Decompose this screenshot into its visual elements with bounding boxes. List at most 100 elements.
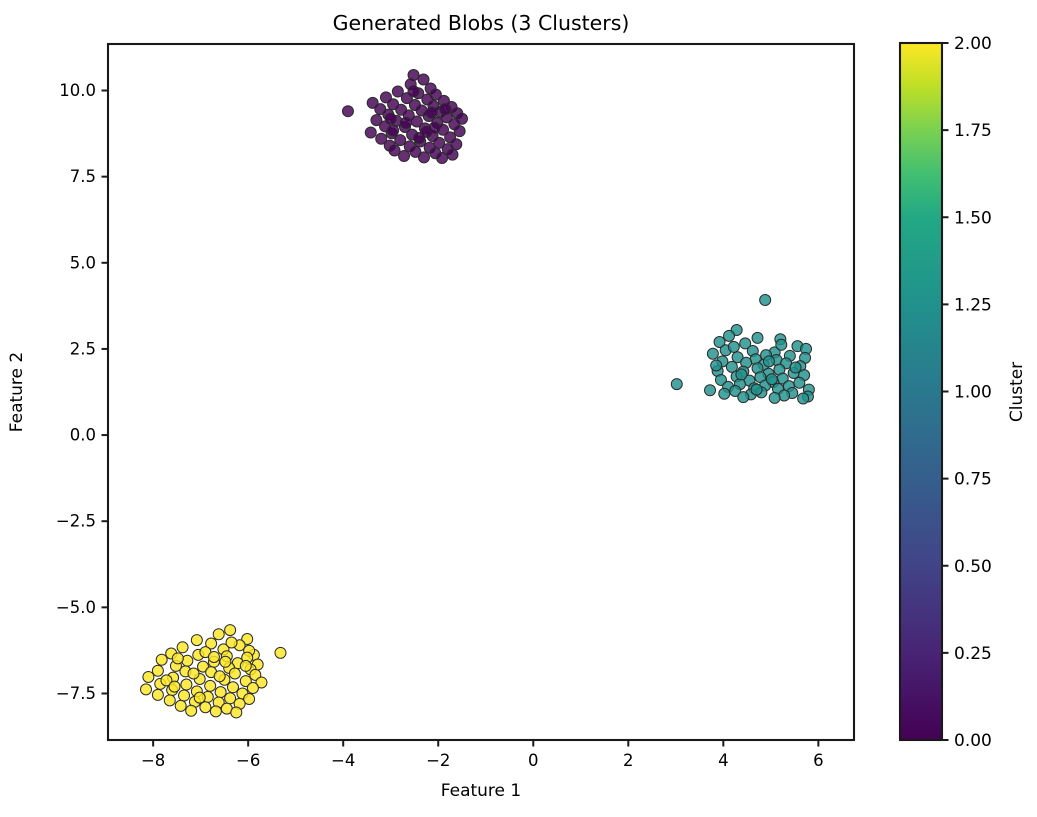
scatter-point — [151, 688, 164, 701]
y-tick-label: 10.0 — [59, 81, 96, 100]
scatter-point — [226, 681, 239, 694]
scatter-point — [713, 336, 726, 349]
x-tick-label: 0 — [528, 751, 539, 770]
scatter-point — [384, 112, 397, 125]
scatter-point — [151, 664, 164, 677]
scatter-point — [723, 329, 736, 342]
scatter-point — [737, 391, 750, 404]
scatter-point — [768, 391, 781, 404]
x-tick-label: 2 — [623, 751, 634, 770]
colorbar-tick-label: 1.50 — [954, 208, 992, 228]
scatter-point — [185, 704, 198, 717]
y-tick-label: 7.5 — [70, 167, 96, 186]
scatter-point — [163, 694, 176, 707]
scatter-point — [212, 628, 225, 641]
scatter-series — [670, 294, 815, 405]
scatter-point — [155, 653, 168, 666]
y-tick-label: 0.0 — [70, 426, 96, 445]
scatter-point — [436, 152, 449, 165]
scatter-point — [209, 705, 222, 718]
scatter-point — [243, 693, 256, 705]
x-axis-ticks: −8 −6 −4 −2 0 2 4 6 — [141, 740, 824, 770]
scatter-point — [428, 121, 441, 134]
scatter-point — [207, 650, 220, 663]
scatter-point — [398, 149, 411, 162]
scatter-point — [739, 337, 752, 350]
scatter-point — [704, 384, 717, 397]
scatter-point — [387, 124, 400, 137]
scatter-point — [729, 384, 742, 397]
colorbar-tick-label: 1.25 — [954, 295, 992, 315]
scatter-point — [213, 670, 226, 683]
y-tick-label: 5.0 — [70, 253, 96, 272]
scatter-point — [205, 637, 218, 650]
scatter-point — [714, 373, 727, 386]
scatter-series — [341, 69, 468, 165]
scatter-point — [379, 91, 392, 104]
scatter-point — [219, 655, 232, 668]
x-tick-label: −6 — [236, 751, 260, 770]
y-axis-ticks: −7.5 −5.0 −2.5 0.0 2.5 5.0 7.5 10.0 — [56, 81, 108, 703]
scatter-point — [239, 675, 252, 688]
scatter-point — [228, 667, 241, 680]
scatter-point — [797, 392, 810, 405]
x-axis-label: Feature 1 — [441, 781, 521, 801]
scatter-point — [168, 680, 181, 693]
colorbar-tick-label: 1.75 — [954, 121, 992, 141]
colorbar-tick-label: 2.00 — [954, 34, 992, 54]
y-tick-label: −2.5 — [56, 512, 96, 531]
scatter-point — [725, 360, 738, 373]
scatter-point — [187, 667, 200, 680]
scatter-point — [375, 132, 388, 145]
scatter-point — [453, 125, 466, 138]
scatter-point — [759, 294, 772, 306]
scatter-point — [204, 679, 217, 692]
scatter-point — [417, 151, 430, 164]
scatter-point — [433, 136, 446, 149]
scatter-point — [178, 689, 191, 702]
scatter-point — [190, 634, 203, 647]
scatter-point — [274, 646, 287, 659]
y-tick-label: −5.0 — [56, 598, 96, 617]
scatter-point — [750, 383, 763, 396]
scatter-point — [171, 652, 184, 665]
colorbar-gradient[interactable] — [898, 41, 944, 742]
scatter-point — [246, 681, 259, 694]
chart-title: Generated Blobs (3 Clusters) — [333, 11, 630, 35]
scatter-point — [710, 359, 723, 372]
scatter-point — [718, 387, 731, 400]
scatter-point — [399, 116, 412, 129]
x-tick-label: 4 — [718, 751, 729, 770]
scatter-point — [341, 105, 354, 118]
scatter-point — [407, 85, 420, 98]
scatter-point — [388, 144, 401, 157]
scatter-points-layer — [140, 69, 815, 719]
axes-frame — [106, 42, 856, 742]
x-tick-label: −8 — [141, 751, 165, 770]
scatter-point — [224, 624, 237, 637]
y-tick-label: 2.5 — [70, 339, 96, 358]
scatter-point — [180, 678, 193, 691]
scatter-point — [670, 378, 683, 391]
scatter-point — [439, 103, 452, 116]
scatter-point — [230, 706, 243, 719]
scatter-point — [765, 373, 778, 386]
scatter-point — [425, 106, 438, 119]
scatter-point — [789, 361, 802, 374]
colorbar-tick-label: 0.50 — [954, 557, 992, 577]
scatter-point — [762, 355, 775, 368]
scatter-point — [735, 368, 748, 381]
scatter-point — [239, 659, 252, 672]
x-tick-label: 6 — [813, 751, 824, 770]
scatter-point — [417, 73, 430, 86]
y-axis-label: Feature 2 — [7, 352, 27, 432]
colorbar-ticks: 0.00 0.25 0.50 0.75 1.00 1.25 1.50 1.75 2.00 — [942, 34, 992, 751]
scatter-point — [394, 134, 407, 147]
scatter-point — [364, 126, 377, 139]
scatter-series — [140, 624, 287, 719]
colorbar-tick-label: 0.75 — [954, 470, 992, 490]
x-tick-label: −4 — [331, 751, 355, 770]
y-tick-label: −7.5 — [56, 684, 96, 703]
scatter-point — [391, 85, 404, 98]
